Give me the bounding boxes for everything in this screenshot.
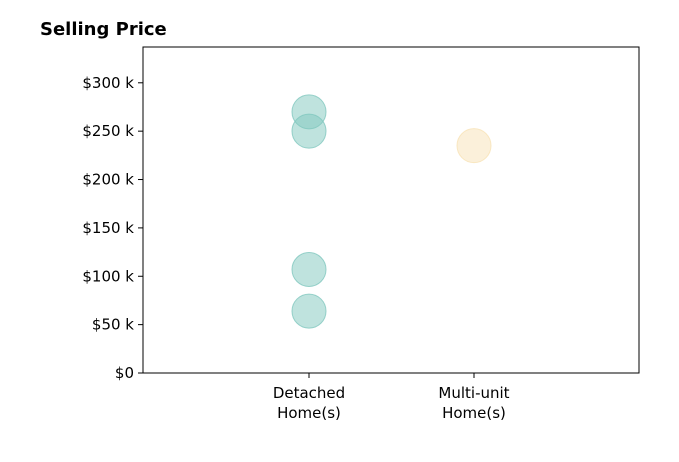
chart-title: Selling Price [40, 19, 167, 40]
data-points [291, 94, 492, 329]
x-tick-label: Home(s) [442, 404, 506, 422]
y-tick-label: $150 k [82, 219, 134, 237]
y-tick-label: $0 [115, 364, 134, 382]
y-tick-label: $200 k [82, 171, 134, 189]
x-tick-label: Home(s) [277, 404, 341, 422]
x-tick-label: Multi-unit [438, 384, 509, 402]
data-point [291, 113, 327, 149]
x-axis: Detached Home(s) Multi-unit Home(s) [273, 373, 510, 422]
y-axis: $0 $50 k $100 k $150 k $200 k $250 k $300 k [82, 74, 143, 382]
data-point [291, 251, 327, 287]
y-tick-label: $100 k [82, 267, 134, 285]
y-tick-label: $50 k [92, 316, 134, 334]
y-tick-label: $250 k [82, 122, 134, 140]
data-point [291, 293, 327, 329]
x-tick-label: Detached [273, 384, 345, 402]
y-tick-label: $300 k [82, 74, 134, 92]
data-point [456, 128, 492, 164]
plot-area-frame [142, 46, 640, 374]
